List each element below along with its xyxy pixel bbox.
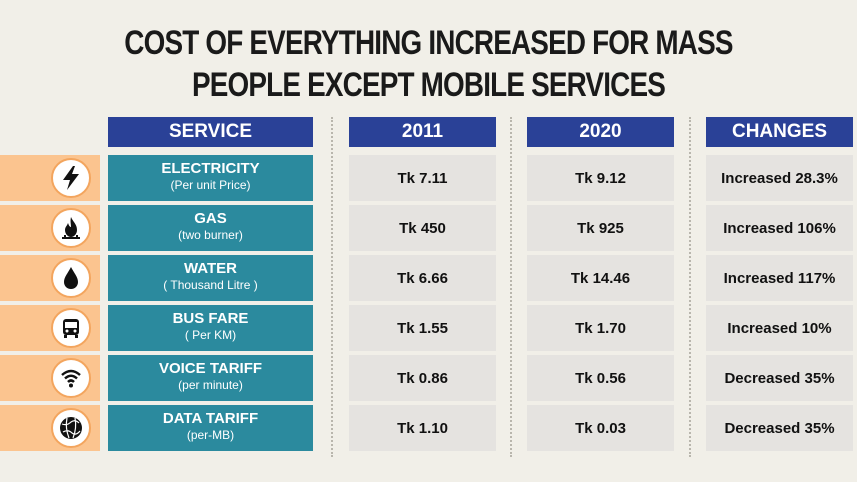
value-2020-cell: Tk 925 (527, 205, 674, 251)
change-cell: Increased 106% (706, 205, 853, 251)
service-unit: ( Thousand Litre ) (163, 278, 258, 292)
service-name: VOICE TARIFF (158, 360, 263, 377)
value-2011-cell: Tk 7.11 (349, 155, 496, 201)
service-cell: DATA TARIFF (per-MB) (108, 405, 313, 451)
service-unit: ( Per KM) (184, 328, 237, 342)
value-2011-cell: Tk 450 (349, 205, 496, 251)
column-divider (510, 117, 512, 457)
flame-icon (51, 208, 91, 248)
service-name: ELECTRICITY (161, 160, 260, 177)
header-2020: 2020 (527, 117, 674, 147)
lightning-icon (51, 158, 91, 198)
change-cell: Increased 117% (706, 255, 853, 301)
value-2011-cell: Tk 1.55 (349, 305, 496, 351)
service-name: BUS FARE (172, 310, 249, 327)
service-unit: (per minute) (178, 378, 243, 392)
service-unit: (Per unit Price) (170, 178, 251, 192)
service-cell: ELECTRICITY (Per unit Price) (108, 155, 313, 201)
wifi-signal-icon (51, 358, 91, 398)
value-2011-cell: Tk 1.10 (349, 405, 496, 451)
change-cell: Increased 28.3% (706, 155, 853, 201)
water-drop-icon (51, 258, 91, 298)
title-line-1: COST OF EVERYTHING INCREASED FOR MASS (124, 24, 733, 62)
value-2020-cell: Tk 0.56 (527, 355, 674, 401)
service-cell: VOICE TARIFF (per minute) (108, 355, 313, 401)
column-divider (331, 117, 333, 457)
header-changes: CHANGES (706, 117, 853, 147)
chart-title: COST OF EVERYTHING INCREASED FOR MASS PE… (77, 22, 780, 106)
service-name: WATER (183, 260, 238, 277)
change-cell: Decreased 35% (706, 355, 853, 401)
header-2011: 2011 (349, 117, 496, 147)
service-cell: BUS FARE( Per KM) (108, 305, 313, 351)
value-2020-cell: Tk 14.46 (527, 255, 674, 301)
globe-icon (51, 408, 91, 448)
title-line-2: PEOPLE EXCEPT MOBILE SERVICES (191, 66, 666, 104)
header-service: SERVICE (108, 117, 313, 147)
value-2011-cell: Tk 0.86 (349, 355, 496, 401)
service-cell: WATER( Thousand Litre ) (108, 255, 313, 301)
change-cell: Decreased 35% (706, 405, 853, 451)
service-cell: GAS (two burner) (108, 205, 313, 251)
value-2020-cell: Tk 0.03 (527, 405, 674, 451)
column-divider (689, 117, 691, 457)
service-name: DATA TARIFF (162, 410, 259, 427)
value-2011-cell: Tk 6.66 (349, 255, 496, 301)
service-unit: (per-MB) (186, 428, 235, 442)
value-2020-cell: Tk 9.12 (527, 155, 674, 201)
bus-icon (51, 308, 91, 348)
service-name: GAS (194, 210, 227, 227)
service-unit: (two burner) (178, 228, 243, 242)
change-cell: Increased 10% (706, 305, 853, 351)
value-2020-cell: Tk 1.70 (527, 305, 674, 351)
